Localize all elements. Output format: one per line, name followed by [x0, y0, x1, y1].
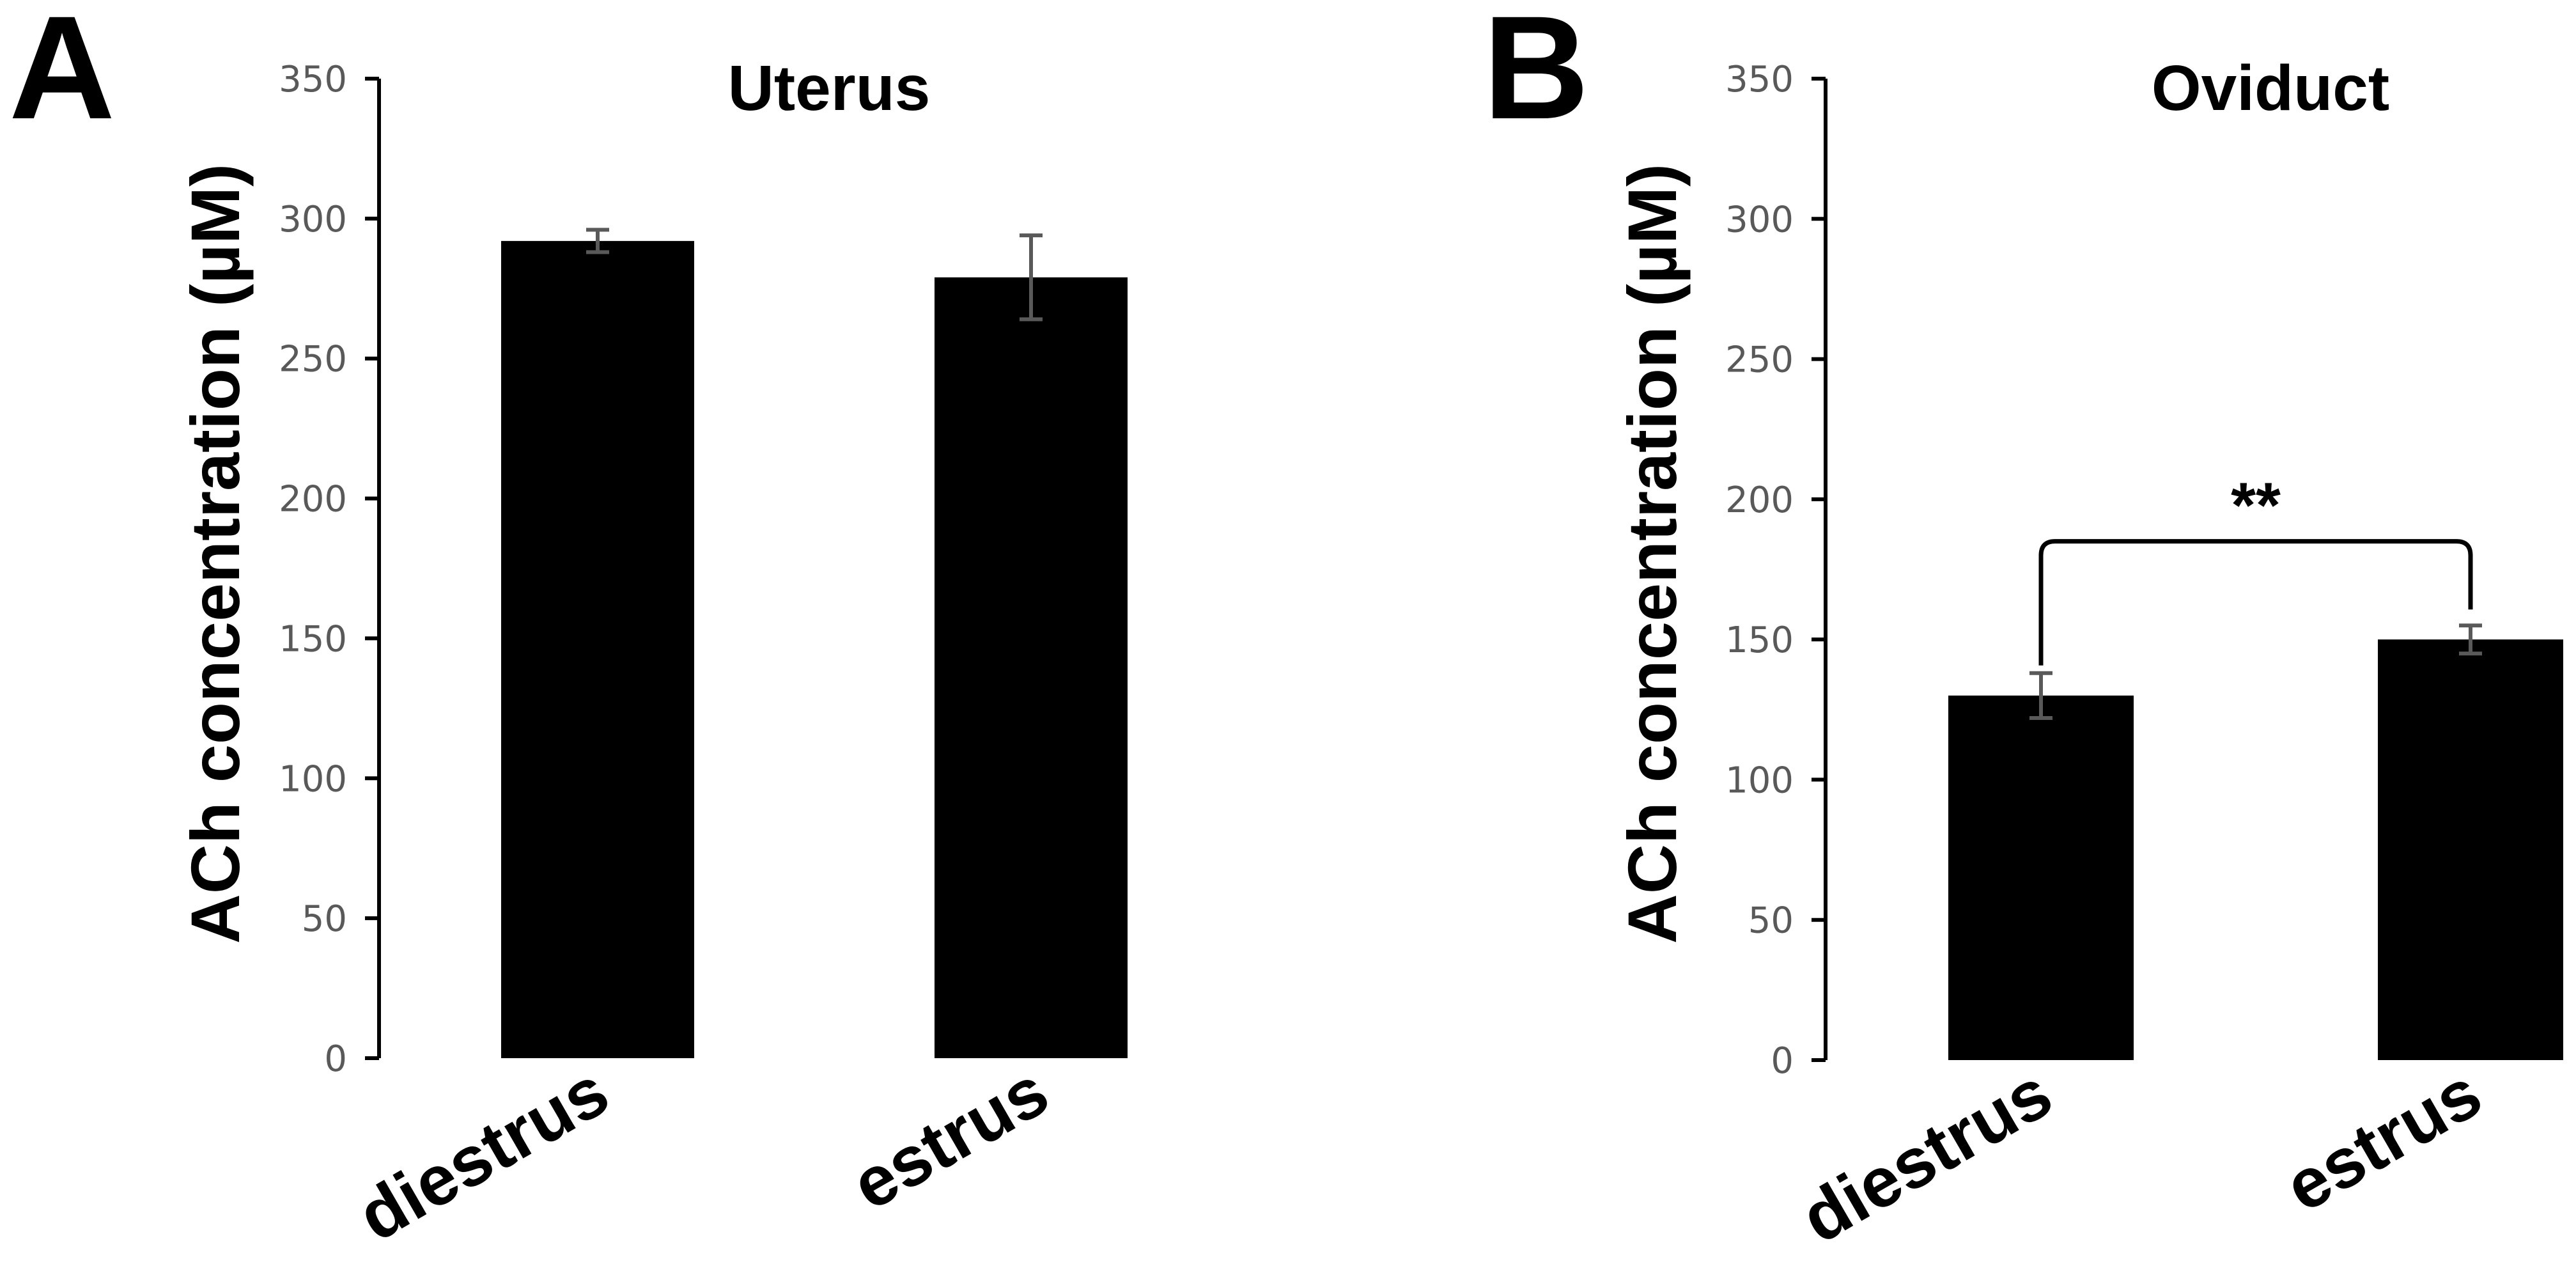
- y-tick-label-b-50: 50: [1748, 900, 1794, 942]
- bar-b-diestrus: [1948, 695, 2134, 1060]
- chart-panel-a: A Uterus ACh concentration (µM) 0 50 100 15…: [9, 0, 1128, 1256]
- y-tick-label-b-250: 250: [1725, 340, 1794, 381]
- y-tick-label-a-50: 50: [302, 898, 347, 940]
- y-tick-label-a-300: 300: [279, 199, 347, 240]
- plot-area-b: 0 50 100 150 200 250 300 350 diestrus estrus **: [1725, 59, 2563, 1258]
- y-tick-label-a-0: 0: [324, 1038, 347, 1080]
- y-tick-label-a-100: 100: [279, 758, 347, 800]
- y-axis-label-b: ACh concentration (µM): [1613, 164, 1691, 944]
- chart-title-b: Oviduct: [2152, 52, 2389, 124]
- error-bar-b-diestrus: [2029, 671, 2052, 720]
- significance-label-b: **: [2231, 470, 2281, 542]
- chart-title-a: Uterus: [728, 52, 931, 124]
- y-tick-label-a-150: 150: [279, 618, 347, 660]
- panel-letter-a: A: [9, 0, 115, 150]
- y-tick-label-a-250: 250: [279, 339, 347, 380]
- y-axis-label-a: ACh concentration (µM): [176, 164, 254, 944]
- y-tick-label-b-150: 150: [1725, 620, 1794, 661]
- x-tick-label-b-estrus: estrus: [2272, 1053, 2494, 1227]
- chart-panel-b: B Oviduct ACh concentration (µM) 0 50 100 1…: [1483, 0, 2563, 1258]
- y-tick-label-b-300: 300: [1725, 199, 1794, 240]
- y-tick-label-a-350: 350: [279, 59, 347, 100]
- y-tick-label-a-200: 200: [279, 479, 347, 520]
- panel-letter-b: B: [1483, 0, 1589, 150]
- y-tick-label-b-350: 350: [1725, 59, 1794, 100]
- y-tick-label-b-200: 200: [1725, 480, 1794, 521]
- error-bar-a-diestrus: [586, 228, 609, 254]
- x-tick-label-a-diestrus: diestrus: [345, 1051, 621, 1256]
- error-bar-a-estrus: [1020, 233, 1043, 322]
- plot-area-a: 0 50 100 150 200 250 300 350 diestrus estrus: [279, 59, 1128, 1256]
- error-bar-b-estrus: [2459, 623, 2482, 656]
- x-tick-label-a-estrus: estrus: [839, 1051, 1061, 1225]
- y-tick-label-b-0: 0: [1771, 1040, 1794, 1082]
- significance-bracket-b: [2038, 539, 2473, 666]
- bar-a-diestrus: [501, 240, 694, 1059]
- y-tick-label-b-100: 100: [1725, 760, 1794, 801]
- bar-a-estrus: [935, 277, 1128, 1059]
- bar-b-estrus: [2378, 639, 2563, 1060]
- x-tick-label-b-diestrus: diestrus: [1788, 1053, 2065, 1258]
